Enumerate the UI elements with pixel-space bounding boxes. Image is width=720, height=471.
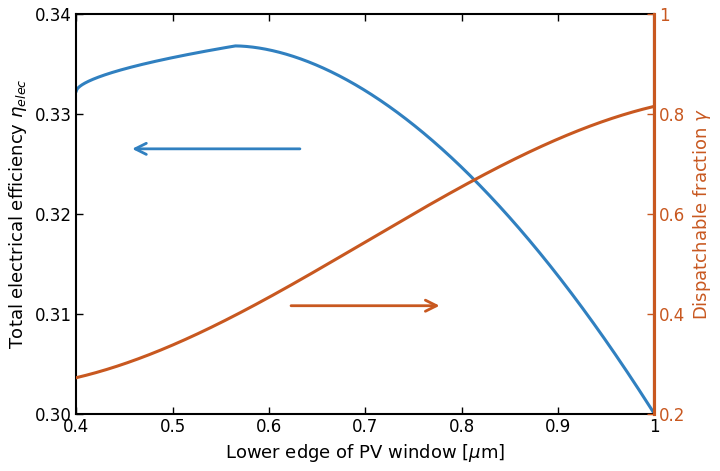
X-axis label: Lower edge of PV window [$\mu$m]: Lower edge of PV window [$\mu$m] [225,442,505,464]
Y-axis label: Dispatchable fraction $\gamma$: Dispatchable fraction $\gamma$ [691,108,713,320]
Y-axis label: Total electrical efficiency $\eta_{elec}$: Total electrical efficiency $\eta_{elec}… [7,79,29,349]
